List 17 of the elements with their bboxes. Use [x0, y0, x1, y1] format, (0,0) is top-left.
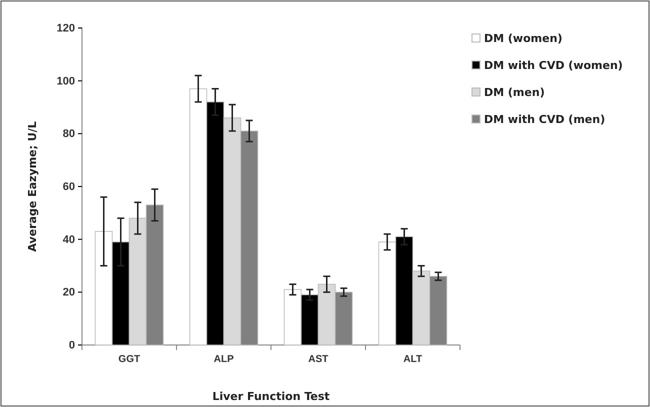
legend-label: DM with CVD (men)	[484, 113, 606, 126]
legend-label: DM (men)	[484, 86, 545, 99]
x-tick-label: ALT	[403, 354, 422, 366]
x-tick-label: ALP	[214, 354, 234, 366]
y-tick-label: 80	[62, 128, 75, 140]
y-tick-label: 20	[62, 286, 75, 299]
y-tick-label: 0	[68, 340, 75, 352]
x-tick-label: AST	[308, 354, 328, 366]
legend-label: DM with CVD (women)	[484, 59, 623, 72]
y-tick-label: 100	[56, 75, 75, 88]
y-tick-label: 60	[62, 181, 75, 194]
legend-label: DM (women)	[484, 32, 562, 45]
y-tick-label: 40	[62, 234, 75, 246]
x-axis-title: Liver Function Test	[212, 390, 330, 403]
y-tick-label: 120	[56, 22, 75, 35]
y-axis-title: Average Eazyme; U/L	[26, 121, 39, 252]
x-tick-label: GGT	[118, 354, 140, 366]
